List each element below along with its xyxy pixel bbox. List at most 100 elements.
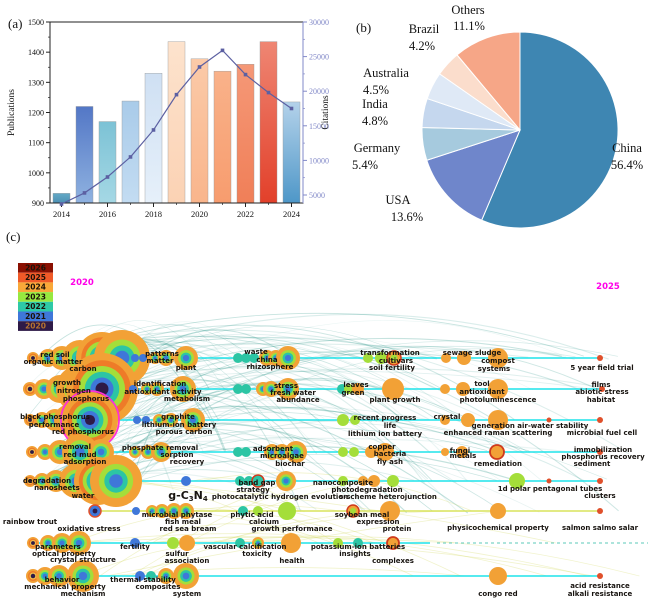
keyword-node xyxy=(238,506,248,516)
co-citation-link xyxy=(124,427,488,454)
keyword-node xyxy=(380,501,400,521)
keyword-node xyxy=(163,573,169,579)
keyword-node xyxy=(365,446,377,458)
keyword-label: systems xyxy=(478,365,510,373)
keyword-label: red phosphorus xyxy=(52,428,114,436)
keyword-node xyxy=(456,382,470,396)
x-tick-label: 2016 xyxy=(99,209,116,219)
keyword-label: oxidative stress xyxy=(58,525,121,533)
keyword-node xyxy=(489,444,505,460)
panel-a-label: (a) xyxy=(8,16,23,31)
keyword-node xyxy=(167,537,179,549)
keyword-node xyxy=(278,502,296,520)
bar xyxy=(167,41,186,204)
right-tick-label: 5000 xyxy=(309,191,325,200)
keyword-node xyxy=(146,450,150,454)
legend-year-label: 2022 xyxy=(25,302,46,311)
keyword-node xyxy=(133,416,141,424)
keyword-node xyxy=(256,541,260,545)
pie-label-name: China xyxy=(612,141,642,155)
co-citation-link xyxy=(200,472,473,512)
legend-year-label: 2021 xyxy=(25,312,46,321)
timeline-dot xyxy=(546,478,552,484)
keyword-label: photodegradation xyxy=(331,486,402,494)
keyword-node xyxy=(375,352,387,364)
legend-swatch xyxy=(18,263,53,273)
keyword-label: microalgae xyxy=(260,452,304,460)
keyword-label: metals xyxy=(450,452,477,460)
keyword-node xyxy=(56,573,62,579)
keyword-label: crystal structure xyxy=(50,556,116,564)
keyword-label: performance xyxy=(29,421,80,429)
co-citation-link xyxy=(138,333,499,452)
keyword-label: congo red xyxy=(478,590,517,598)
keyword-node xyxy=(269,449,275,455)
keyword-label: growth xyxy=(53,379,81,387)
keyword-label: sediment xyxy=(574,460,611,468)
keyword-node xyxy=(163,355,169,361)
keyword-node xyxy=(338,447,348,457)
timeline-year-marker: 2025 xyxy=(596,282,620,292)
keyword-node xyxy=(268,386,274,392)
pie-label-pct: 56.4% xyxy=(611,158,643,172)
keyword-label: immobilization xyxy=(574,446,632,454)
keyword-node xyxy=(440,384,450,394)
keyword-label: water xyxy=(72,492,95,500)
keyword-node xyxy=(139,354,147,362)
keyword-node xyxy=(42,573,48,579)
keyword-node xyxy=(457,351,471,365)
keyword-node xyxy=(142,416,150,424)
keyword-node xyxy=(368,475,380,487)
citations-marker xyxy=(59,202,64,206)
pie-label-pct: 5.4% xyxy=(352,158,378,172)
citations-marker xyxy=(197,65,202,69)
keyword-label: tool xyxy=(474,380,489,388)
keyword-label: nanocomposite xyxy=(313,479,373,487)
keyword-label: black phosphorus xyxy=(20,413,90,421)
keyword-node xyxy=(233,353,243,363)
country-share-pie-chart: China 56.4% USA 13.6% Germany 5.4% India 4.8% Au… xyxy=(352,3,643,229)
keyword-node xyxy=(78,571,88,581)
keyword-label: degradation xyxy=(23,477,71,485)
keyword-label: association xyxy=(165,557,210,565)
keyword-label: toxicity xyxy=(242,550,272,558)
keyword-label: photoluminescence xyxy=(460,396,537,404)
legend-swatch xyxy=(18,292,53,302)
keyword-label: antioxidant xyxy=(459,388,505,396)
pie-label-pct: 11.1% xyxy=(453,19,485,33)
keyword-node xyxy=(490,503,506,519)
keyword-label: mechanism xyxy=(61,590,106,598)
co-citation-link xyxy=(111,459,414,481)
bar xyxy=(98,121,117,204)
keyword-node xyxy=(131,354,139,362)
x-tick-label: 2020 xyxy=(191,209,208,219)
left-tick-label: 900 xyxy=(32,199,44,208)
keyword-label: fish meal xyxy=(165,518,201,526)
keyword-label: mechanical property xyxy=(24,583,106,591)
keyword-label: habitat xyxy=(587,396,616,404)
co-citation-link xyxy=(94,440,299,482)
keyword-node xyxy=(333,538,343,548)
co-citation-link xyxy=(109,348,576,482)
keyword-node xyxy=(352,383,364,395)
keyword-node xyxy=(189,416,197,424)
keyword-label: protein xyxy=(383,525,412,533)
keyword-node xyxy=(349,447,359,457)
keyword-node xyxy=(382,378,404,400)
keyword-label: phosphate removal xyxy=(122,444,198,452)
keyword-node xyxy=(132,507,140,515)
keyword-label: optical property xyxy=(32,550,96,558)
keyword-node xyxy=(441,353,451,363)
formula-label: g-C3N4 xyxy=(168,489,208,503)
keyword-label: recovery xyxy=(170,458,205,466)
keyword-label: matter xyxy=(147,357,174,365)
keyword-label: clusters xyxy=(584,492,615,500)
co-citation-link xyxy=(69,537,455,544)
keyword-node xyxy=(155,387,159,391)
citations-marker xyxy=(128,155,133,159)
keyword-node xyxy=(45,355,51,361)
citations-marker xyxy=(220,48,225,53)
keyword-node xyxy=(488,348,508,368)
keyword-label: red soil xyxy=(40,351,69,359)
